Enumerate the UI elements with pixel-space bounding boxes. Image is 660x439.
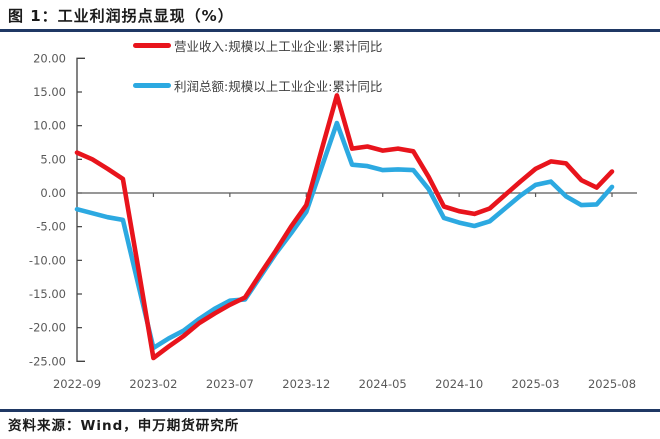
x-tick-label: 2023-02	[129, 377, 177, 391]
y-tick-label: 5.00	[40, 152, 66, 166]
legend-label-profit: 利润总额:规模以上工业企业:累计同比	[174, 78, 383, 94]
y-tick-label: 15.00	[33, 85, 66, 99]
y-tick-label: 10.00	[33, 119, 66, 133]
y-tick-label: 20.00	[33, 51, 66, 65]
y-tick-label: -10.00	[29, 253, 66, 267]
x-tick-label: 2025-03	[512, 377, 560, 391]
x-tick-label: 2022-09	[53, 377, 101, 391]
y-tick-label: -20.00	[29, 321, 66, 335]
y-tick-label: -5.00	[36, 220, 66, 234]
figure-title: 图 1：工业利润拐点显现（%）	[8, 7, 234, 25]
legend-item-revenue: 营业收入:规模以上工业企业:累计同比	[133, 37, 383, 54]
x-tick-label: 2025-08	[588, 377, 636, 391]
title-divider	[0, 29, 660, 32]
legend-item-profit: 利润总额:规模以上工业企业:累计同比	[133, 77, 383, 94]
series-line-revenue	[74, 93, 615, 361]
x-tick-label: 2023-12	[282, 377, 330, 391]
legend-swatch-revenue	[133, 42, 171, 48]
x-tick-label: 2023-07	[206, 377, 254, 391]
y-tick-label: -15.00	[29, 287, 66, 301]
legend: 营业收入:规模以上工业企业:累计同比 利润总额:规模以上工业企业:累计同比	[133, 37, 382, 117]
legend-swatch-profit	[133, 82, 171, 88]
y-tick-label: -25.00	[29, 354, 66, 368]
x-tick-label: 2024-10	[435, 377, 483, 391]
x-tick-label: 2024-05	[359, 377, 407, 391]
legend-label-revenue: 营业收入:规模以上工业企业:累计同比	[174, 38, 383, 54]
y-tick-label: 0.00	[40, 186, 66, 200]
source-note: 资料来源：Wind，申万期货研究所	[8, 418, 240, 434]
footer-divider	[0, 409, 660, 412]
series-line-profit	[74, 120, 615, 351]
